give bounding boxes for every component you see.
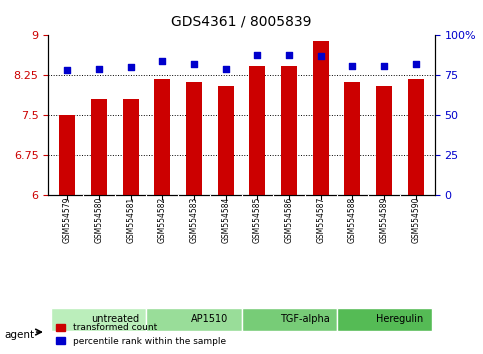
Point (158, 58, 166, 64)
Point (222, 66, 229, 72)
Bar (91, 99, 107, 195)
Text: AP1510: AP1510 (191, 314, 228, 325)
FancyBboxPatch shape (242, 308, 337, 331)
Text: agent: agent (5, 330, 35, 339)
Text: GSM554584: GSM554584 (221, 196, 230, 243)
Text: GDS4361 / 8005839: GDS4361 / 8005839 (171, 14, 312, 28)
Bar (123, 99, 139, 195)
Point (412, 61, 420, 67)
Point (190, 61, 198, 67)
Bar (281, 66, 297, 195)
Point (380, 63, 388, 68)
FancyBboxPatch shape (337, 308, 431, 331)
Point (317, 53, 325, 59)
Bar (59, 115, 75, 195)
Text: GSM554581: GSM554581 (126, 196, 135, 243)
Text: untreated: untreated (91, 314, 139, 325)
Bar (186, 81, 202, 195)
Bar (408, 79, 424, 195)
Bar (376, 86, 392, 195)
FancyBboxPatch shape (146, 308, 242, 331)
Point (254, 52, 261, 57)
Text: GSM554585: GSM554585 (253, 196, 262, 243)
Point (349, 63, 356, 68)
Text: GSM554582: GSM554582 (158, 196, 167, 243)
Text: GSM554586: GSM554586 (284, 196, 294, 243)
Text: GSM554587: GSM554587 (316, 196, 325, 243)
Text: GSM554588: GSM554588 (348, 196, 357, 243)
Point (63, 68, 71, 73)
Point (127, 64, 134, 70)
Text: GSM554590: GSM554590 (411, 196, 420, 243)
Text: GSM554580: GSM554580 (95, 196, 103, 243)
Bar (218, 86, 234, 195)
FancyBboxPatch shape (52, 308, 146, 331)
Text: GSM554579: GSM554579 (63, 196, 72, 243)
Bar (249, 66, 265, 195)
Text: Heregulin: Heregulin (376, 314, 424, 325)
Bar (344, 81, 360, 195)
Text: GSM554589: GSM554589 (380, 196, 388, 243)
Bar (313, 41, 328, 195)
Bar (155, 79, 170, 195)
Text: TGF-alpha: TGF-alpha (280, 314, 330, 325)
Point (95, 66, 103, 72)
Text: GSM554583: GSM554583 (189, 196, 199, 243)
Legend: transformed count, percentile rank within the sample: transformed count, percentile rank withi… (53, 320, 229, 349)
Point (285, 52, 293, 57)
